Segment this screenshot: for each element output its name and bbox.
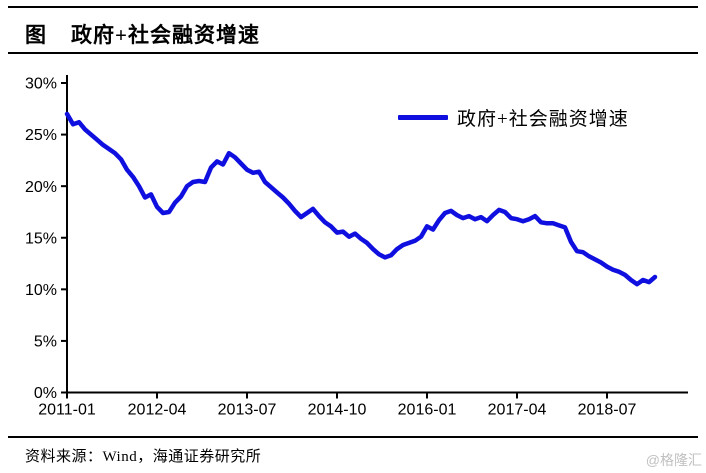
figure-label: 图 xyxy=(25,23,47,47)
x-tick-label: 2012-04 xyxy=(128,402,187,419)
x-tick-label: 2011-01 xyxy=(38,402,96,419)
chart-legend: 政府+社会融资增速 xyxy=(398,104,629,131)
y-tick-label: 0% xyxy=(34,385,57,402)
x-tick-label: 2017-04 xyxy=(488,402,547,419)
figure-title: 图政府+社会融资增速 xyxy=(25,19,260,49)
top-rule xyxy=(8,6,698,8)
x-tick-label: 2014-10 xyxy=(308,402,367,419)
footer-rule xyxy=(8,436,698,438)
source-note: 资料来源：Wind，海通证券研究所 xyxy=(25,449,262,465)
y-tick-label: 30% xyxy=(25,76,57,93)
y-tick-label: 15% xyxy=(25,230,57,247)
y-tick-label: 10% xyxy=(25,282,57,299)
title-rule xyxy=(8,52,698,54)
x-tick-label: 2016-01 xyxy=(398,402,457,419)
x-tick-label: 2013-07 xyxy=(218,402,277,419)
x-tick-label: 2018-07 xyxy=(578,402,637,419)
y-tick-label: 20% xyxy=(25,179,57,196)
y-tick-label: 25% xyxy=(25,127,57,144)
y-tick-label: 5% xyxy=(34,334,57,351)
legend-label: 政府+社会融资增速 xyxy=(457,109,629,130)
series-line xyxy=(64,111,658,287)
legend-line-swatch xyxy=(398,115,448,120)
figure-name: 政府+社会融资增速 xyxy=(71,23,260,47)
watermark: @格隆汇 xyxy=(645,452,702,468)
